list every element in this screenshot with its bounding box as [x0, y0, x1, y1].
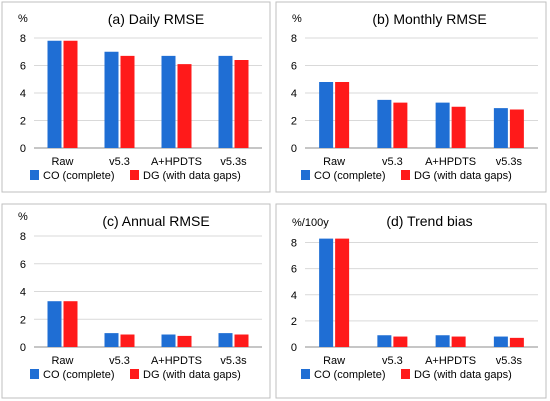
- legend-swatch: [301, 369, 310, 379]
- bar-dg: [234, 334, 249, 347]
- chart-panel-1: 0 2 4 6 8% (a) Daily RMSE Raw v5.3 A+HPDTS v5.3s C…: [1, 1, 271, 193]
- bar-co: [493, 108, 508, 148]
- y-tick-label: 6: [20, 61, 26, 73]
- bar-co: [104, 51, 119, 148]
- chart-title: (d) Trend bias: [386, 213, 472, 229]
- y-tick-label: 2: [20, 116, 26, 128]
- y-tick-label: 0: [291, 143, 297, 155]
- legend-label: CO (complete): [314, 369, 386, 381]
- bar-co: [47, 40, 62, 148]
- bar-co: [47, 301, 62, 347]
- chart-panel-2: 0 2 4 6 8% (b) Monthly RMSE Raw v5.3 A+HPDTS v5.3…: [275, 1, 547, 193]
- bar-dg: [63, 40, 78, 148]
- bar-co: [435, 335, 450, 347]
- x-tick-label: A+HPDTS: [151, 156, 202, 168]
- chart-title: (b) Monthly RMSE: [372, 11, 486, 27]
- x-tick-label: v5.3: [109, 156, 130, 168]
- legend-swatch: [401, 369, 410, 379]
- y-tick-label: 0: [20, 143, 26, 155]
- bar-co: [319, 82, 334, 148]
- y-tick-label: 8: [291, 33, 297, 45]
- y-tick-label: 4: [20, 88, 26, 100]
- y-axis-label: %: [292, 13, 302, 25]
- legend-label: CO (complete): [43, 369, 115, 381]
- y-tick-label: 4: [291, 88, 297, 100]
- bar-dg: [509, 109, 524, 148]
- y-tick-label: 0: [291, 342, 297, 354]
- y-tick-label: 2: [20, 314, 26, 326]
- legend-swatch: [130, 170, 139, 180]
- bar-co: [319, 238, 334, 347]
- bar-co: [377, 335, 392, 347]
- legend-label: DG (with data gaps): [414, 369, 512, 381]
- bar-dg: [120, 55, 135, 148]
- y-tick-label: 2: [291, 116, 297, 128]
- legend-label: DG (with data gaps): [414, 170, 512, 182]
- x-tick-label: v5.3: [382, 156, 403, 168]
- bar-co: [161, 55, 176, 148]
- bar-dg: [177, 335, 192, 347]
- x-tick-label: Raw: [323, 156, 345, 168]
- x-tick-label: Raw: [323, 355, 345, 367]
- legend-swatch: [301, 170, 310, 180]
- y-axis-label: %/100y: [292, 217, 329, 229]
- bar-co: [218, 55, 233, 148]
- bar-co: [435, 102, 450, 148]
- y-tick-label: 4: [20, 287, 26, 299]
- bar-dg: [335, 82, 350, 148]
- bar-dg: [393, 336, 408, 347]
- y-tick-label: 8: [20, 33, 26, 45]
- legend-label: CO (complete): [314, 170, 386, 182]
- x-tick-label: v5.3s: [496, 355, 523, 367]
- bar-dg: [335, 238, 350, 347]
- bar-dg: [451, 106, 466, 148]
- legend-swatch: [401, 170, 410, 180]
- bar-dg: [393, 102, 408, 148]
- x-tick-label: v5.3: [109, 355, 130, 367]
- legend-swatch: [30, 369, 39, 379]
- chart-panel-4: 0 2 4 6 8 %/100y (d) Trend bias Raw v5.3 A+HPDTS v…: [275, 203, 547, 399]
- y-tick-label: 8: [20, 231, 26, 243]
- x-tick-label: v5.3s: [220, 355, 247, 367]
- x-tick-label: A+HPDTS: [151, 355, 202, 367]
- bar-co: [493, 336, 508, 347]
- y-tick-label: 6: [291, 61, 297, 73]
- x-tick-label: A+HPDTS: [425, 355, 476, 367]
- y-tick-label: 0: [20, 342, 26, 354]
- bar-co: [218, 333, 233, 347]
- x-tick-label: Raw: [51, 156, 73, 168]
- y-tick-label: 2: [291, 316, 297, 328]
- bar-co: [161, 334, 176, 347]
- legend-swatch: [130, 369, 139, 379]
- bar-dg: [509, 337, 524, 347]
- bar-dg: [451, 336, 466, 347]
- legend-label: DG (with data gaps): [143, 170, 241, 182]
- legend-label: CO (complete): [43, 170, 115, 182]
- y-tick-label: 8: [291, 238, 297, 250]
- y-tick-label: 6: [20, 259, 26, 271]
- bar-dg: [63, 301, 78, 347]
- x-tick-label: Raw: [51, 355, 73, 367]
- chart-title: (c) Annual RMSE: [102, 213, 209, 229]
- bar-dg: [120, 334, 135, 347]
- legend-swatch: [30, 170, 39, 180]
- x-tick-label: v5.3s: [496, 156, 523, 168]
- bar-co: [377, 99, 392, 148]
- bar-co: [104, 333, 119, 347]
- chart-panel-3: 0 2 4 6 8% (c) Annual RMSE Raw v5.3 A+HPDTS v5.3s…: [1, 203, 271, 399]
- y-axis-label: %: [18, 211, 28, 223]
- y-axis-label: %: [18, 13, 28, 25]
- bar-dg: [234, 60, 249, 148]
- x-tick-label: v5.3s: [220, 156, 247, 168]
- bar-dg: [177, 64, 192, 148]
- legend-label: DG (with data gaps): [143, 369, 241, 381]
- x-tick-label: A+HPDTS: [425, 156, 476, 168]
- chart-title: (a) Daily RMSE: [108, 11, 204, 27]
- y-tick-label: 6: [291, 264, 297, 276]
- y-tick-label: 4: [291, 290, 297, 302]
- x-tick-label: v5.3: [382, 355, 403, 367]
